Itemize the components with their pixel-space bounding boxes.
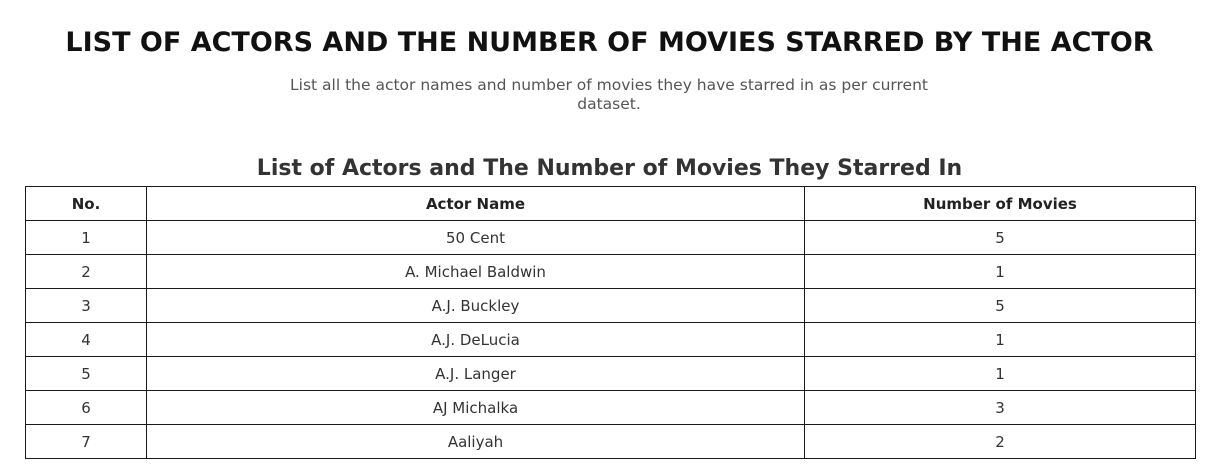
table-row: 3 A.J. Buckley 5 (25, 288, 1196, 323)
header-actor-name: Actor Name (146, 186, 805, 221)
cell-actor-name: 50 Cent (146, 220, 805, 255)
cell-actor-name: A.J. DeLucia (146, 322, 805, 357)
cell-movie-count: 5 (804, 220, 1196, 255)
page-title: LIST OF ACTORS AND THE NUMBER OF MOVIES … (65, 27, 1154, 59)
cell-movie-count: 1 (804, 356, 1196, 391)
cell-actor-name: A. Michael Baldwin (146, 254, 805, 289)
cell-movie-count: 5 (804, 288, 1196, 323)
cell-actor-name: A.J. Langer (146, 356, 805, 391)
cell-no: 6 (25, 390, 147, 425)
table-row: 6 AJ Michalka 3 (25, 390, 1196, 425)
page-subtitle: List all the actor names and number of m… (290, 75, 928, 113)
table-row: 4 A.J. DeLucia 1 (25, 322, 1196, 357)
cell-movie-count: 1 (804, 322, 1196, 357)
table-row: 2 A. Michael Baldwin 1 (25, 254, 1196, 289)
header-no: No. (25, 186, 147, 221)
cell-no: 3 (25, 288, 147, 323)
cell-actor-name: Aaliyah (146, 424, 805, 459)
table-row: 5 A.J. Langer 1 (25, 356, 1196, 391)
cell-actor-name: A.J. Buckley (146, 288, 805, 323)
cell-movie-count: 1 (804, 254, 1196, 289)
table-row: 7 Aaliyah 2 (25, 424, 1196, 459)
cell-no: 4 (25, 322, 147, 357)
header-number-of-movies: Number of Movies (804, 186, 1196, 221)
cell-no: 7 (25, 424, 147, 459)
cell-no: 5 (25, 356, 147, 391)
cell-movie-count: 3 (804, 390, 1196, 425)
table-row: 1 50 Cent 5 (25, 220, 1196, 255)
table-header-row: No. Actor Name Number of Movies (25, 186, 1196, 221)
section-heading: List of Actors and The Number of Movies … (256, 156, 963, 182)
cell-actor-name: AJ Michalka (146, 390, 805, 425)
actors-table: No. Actor Name Number of Movies 1 50 Cen… (25, 186, 1196, 459)
cell-movie-count: 2 (804, 424, 1196, 459)
cell-no: 2 (25, 254, 147, 289)
cell-no: 1 (25, 220, 147, 255)
